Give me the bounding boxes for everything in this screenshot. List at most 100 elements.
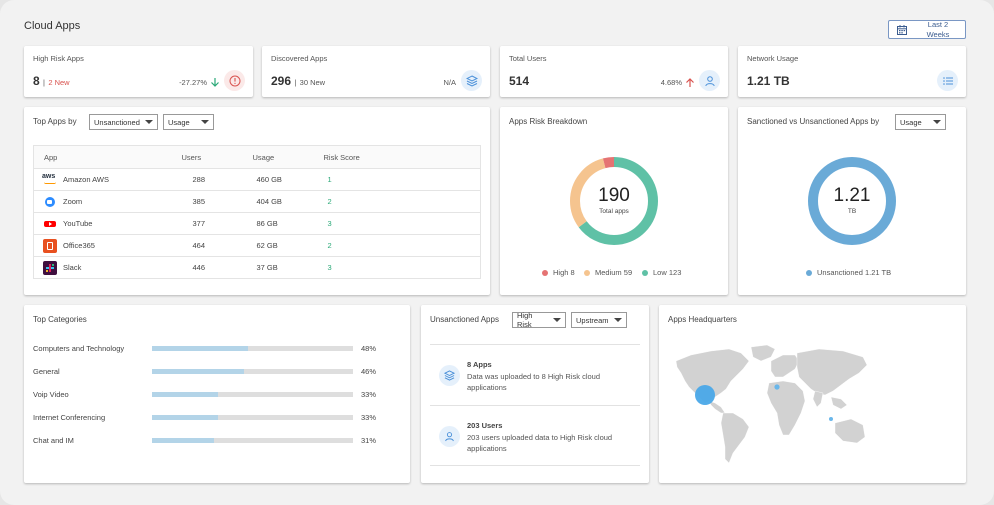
list-item[interactable]: 203 Users 203 users uploaded data to Hig… — [430, 405, 640, 466]
layers-icon — [461, 70, 482, 91]
category-bar-fill — [152, 346, 249, 351]
list-icon — [937, 70, 958, 91]
users-cell: 464 — [181, 234, 253, 257]
category-row[interactable]: General 46% — [33, 367, 393, 377]
legend-dot — [584, 269, 590, 276]
layers-icon — [439, 365, 460, 386]
map-region-europe — [770, 354, 800, 378]
chevron-down-icon — [614, 318, 622, 322]
column-header-users[interactable]: Users — [181, 145, 253, 169]
map-region-southeast-asia — [830, 396, 848, 410]
alert-circle-icon — [224, 70, 245, 91]
top-apps-filter-dropdown[interactable]: Unsanctioned — [89, 114, 158, 130]
risk-breakdown-card: Apps Risk Breakdown 190 Total apps High … — [500, 107, 728, 295]
map-marker-europe[interactable] — [774, 384, 780, 390]
sanctioned-metric-dropdown[interactable]: Usage — [895, 114, 946, 130]
map-region-south-america — [720, 412, 750, 464]
legend-dot — [806, 269, 812, 276]
risk-score-cell: 3 — [323, 256, 481, 279]
category-bar-track — [152, 346, 353, 351]
kpi-discovered-apps[interactable]: Discovered Apps 296 | 30 New N/A — [262, 46, 490, 97]
category-bar-fill — [152, 369, 245, 374]
alert-text: Data was uploaded to 8 High Risk cloud a… — [467, 372, 600, 392]
top-apps-card: Top Apps by Unsanctioned Usage App Users… — [24, 107, 490, 295]
app-cell: YouTube — [33, 212, 182, 235]
risk-score-cell: 2 — [323, 190, 481, 213]
table-header-row: App Users Usage Risk Score — [33, 145, 481, 169]
users-cell: 446 — [181, 256, 253, 279]
map-region-africa — [766, 380, 806, 436]
date-range-button[interactable]: Last 2 Weeks — [888, 20, 966, 39]
sanctioned-total-unit: TB — [847, 208, 857, 215]
apps-headquarters-title: Apps Headquarters — [668, 315, 737, 324]
users-cell: 288 — [181, 168, 253, 191]
category-bar-track — [152, 438, 353, 443]
donut-segment-high[interactable] — [570, 157, 658, 245]
kpi-change: 4.68% — [661, 78, 694, 87]
zoom-logo — [43, 194, 57, 209]
table-row[interactable]: Zoom 385 404 GB 2 — [33, 190, 481, 213]
top-apps-metric-dropdown[interactable]: Usage — [163, 114, 214, 130]
usage-cell: 37 GB — [252, 256, 324, 279]
sanctioned-total-value: 1.21 — [833, 185, 871, 206]
youtube-logo — [43, 216, 57, 231]
map-region-north-america — [675, 348, 750, 404]
donut-segment-unsanctioned[interactable] — [808, 157, 896, 245]
risk-level-dropdown[interactable]: High Risk — [512, 311, 566, 329]
kpi-value: 8 | 2 New — [33, 74, 70, 88]
category-label: Voip Video — [33, 390, 69, 399]
direction-dropdown[interactable]: Upstream — [571, 312, 627, 328]
chevron-down-icon — [145, 120, 153, 124]
map-region-asia — [796, 348, 868, 396]
category-bar-fill — [152, 438, 215, 443]
category-percent: 46% — [361, 367, 377, 376]
app-cell: Zoom — [33, 190, 182, 213]
category-label: Internet Conferencing — [33, 413, 106, 422]
risk-breakdown-title: Apps Risk Breakdown — [509, 117, 588, 126]
chevron-down-icon — [201, 120, 209, 124]
table-row[interactable]: Office365 464 62 GB 2 — [33, 234, 481, 257]
category-label: Computers and Technology — [33, 344, 125, 353]
list-item[interactable]: 8 Apps Data was uploaded to 8 High Risk … — [430, 344, 640, 405]
category-percent: 33% — [361, 390, 377, 399]
category-row[interactable]: Internet Conferencing 33% — [33, 413, 393, 423]
top-apps-title: Top Apps by — [33, 117, 77, 126]
category-label: Chat and IM — [33, 436, 74, 445]
legend-item-low[interactable]: Low 123 — [642, 268, 681, 277]
column-header-app[interactable]: App — [33, 145, 182, 169]
category-row[interactable]: Computers and Technology 48% — [33, 344, 393, 354]
donut-segment-medium[interactable] — [570, 157, 658, 245]
sanctioned-card: Sanctioned vs Unsanctioned Apps by Usage… — [738, 107, 966, 295]
app-cell: aws Amazon AWS — [33, 168, 182, 191]
kpi-network-usage[interactable]: Network Usage 1.21 TB — [738, 46, 966, 97]
legend-item-high[interactable]: High 8 — [542, 268, 575, 277]
category-bar-fill — [152, 415, 219, 420]
category-row[interactable]: Voip Video 33% — [33, 390, 393, 400]
kpi-subvalue: 30 New — [299, 78, 326, 87]
legend-item-unsanctioned[interactable]: Unsanctioned 1.21 TB — [806, 268, 891, 277]
world-map[interactable] — [671, 341, 871, 471]
table-row[interactable]: YouTube 377 86 GB 3 — [33, 212, 481, 235]
map-marker-north-america[interactable] — [695, 385, 715, 405]
category-bar-track — [152, 392, 353, 397]
category-row[interactable]: Chat and IM 31% — [33, 436, 393, 446]
column-header-usage[interactable]: Usage — [252, 145, 324, 169]
map-marker-asia[interactable] — [829, 417, 833, 421]
table-row[interactable]: aws Amazon AWS 288 460 GB 1 — [33, 168, 481, 191]
app-cell: Office365 — [33, 234, 182, 257]
kpi-value: 514 — [509, 74, 530, 88]
category-percent: 33% — [361, 413, 377, 422]
unsanctioned-apps-card: Unsanctioned Apps High Risk Upstream 8 A… — [421, 305, 649, 483]
apps-headquarters-card: Apps Headquarters — [659, 305, 966, 483]
risk-score-cell: 3 — [323, 212, 481, 235]
top-apps-table: App Users Usage Risk Score aws Amazon AWS… — [33, 145, 481, 279]
column-header-risk-score[interactable]: Risk Score — [323, 145, 481, 169]
legend-dot — [542, 269, 548, 276]
kpi-change: -27.27% — [179, 78, 219, 87]
kpi-total-users[interactable]: Total Users 514 4.68% — [500, 46, 728, 97]
unsanctioned-apps-title: Unsanctioned Apps — [430, 315, 499, 324]
legend-item-medium[interactable]: Medium 59 — [584, 268, 632, 277]
table-row[interactable]: Slack 446 37 GB 3 — [33, 256, 481, 279]
kpi-high-risk-apps[interactable]: High Risk Apps 8 | 2 New -27.27% — [24, 46, 253, 97]
